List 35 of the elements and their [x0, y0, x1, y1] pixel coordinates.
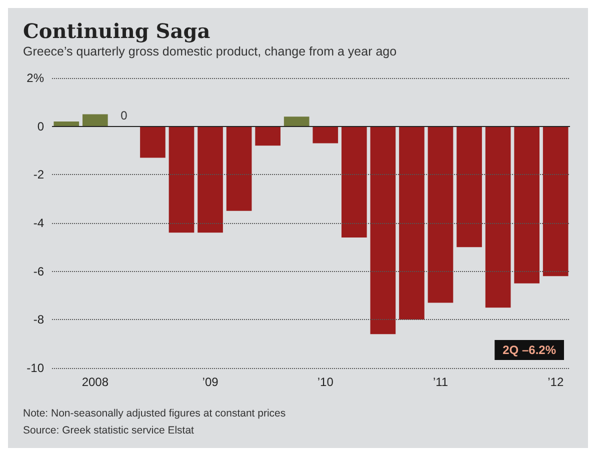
- annotation: 2Q –6.2%: [502, 343, 556, 357]
- x-tick-label: ’09: [202, 375, 219, 389]
- y-tick-label: -8: [33, 312, 44, 327]
- bar: [542, 126, 568, 276]
- bar: [514, 126, 540, 284]
- bar: [370, 126, 396, 334]
- x-tick-label: 2008: [82, 375, 109, 389]
- x-tick-label: ’11: [432, 375, 448, 389]
- y-tick-label: -4: [33, 216, 44, 230]
- bar: [226, 126, 252, 211]
- bar: [428, 126, 454, 303]
- bar: [82, 114, 108, 126]
- y-tick-label: 0: [37, 119, 44, 134]
- chart-subtitle: Greece’s quarterly gross domestic product, change from a year ago: [23, 44, 397, 58]
- chart-title: Continuing Saga: [23, 19, 210, 43]
- bar: [342, 126, 367, 238]
- text: Note: Non-seasonally adjusted figures at constant prices: [23, 408, 286, 420]
- bar: [284, 116, 310, 126]
- bar: [255, 126, 280, 146]
- bar: [456, 126, 482, 248]
- source-note: Source: Greek statistic service Elstat: [23, 424, 194, 436]
- bar: [399, 126, 424, 320]
- data-label: 0: [120, 108, 128, 122]
- bar: [198, 126, 223, 233]
- bar: [485, 126, 511, 308]
- x-tick-label: ’12: [548, 375, 564, 389]
- y-tick-label: -6: [33, 264, 44, 278]
- bar: [312, 126, 338, 144]
- bar: [140, 126, 166, 158]
- bar: [168, 126, 194, 233]
- y-tick-label: -10: [26, 361, 44, 375]
- y-tick-label: -2: [33, 168, 44, 182]
- y-tick-label: 2%: [26, 71, 44, 85]
- x-tick-label: ’10: [317, 375, 334, 389]
- bar: [54, 122, 80, 126]
